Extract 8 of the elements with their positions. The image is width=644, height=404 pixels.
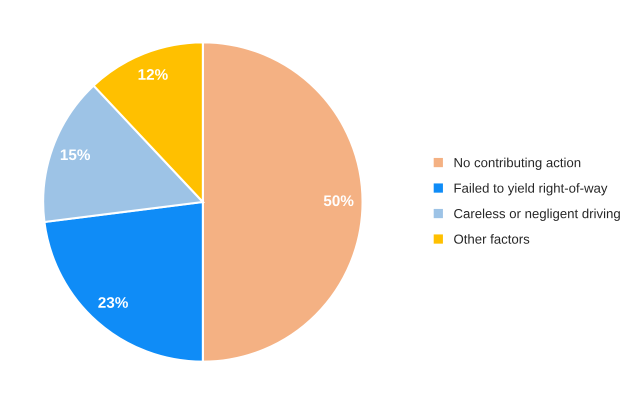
legend-label: No contributing action (454, 158, 580, 170)
legend-label: Failed to yield right-of-way (454, 183, 608, 196)
data-label: 23% (98, 297, 128, 308)
legend-label: Other factors (454, 234, 530, 244)
data-label: 15% (60, 149, 90, 160)
legend-label: Careless or negligent driving (454, 208, 620, 221)
data-label: 12% (138, 69, 168, 80)
data-label: 50% (324, 195, 354, 206)
